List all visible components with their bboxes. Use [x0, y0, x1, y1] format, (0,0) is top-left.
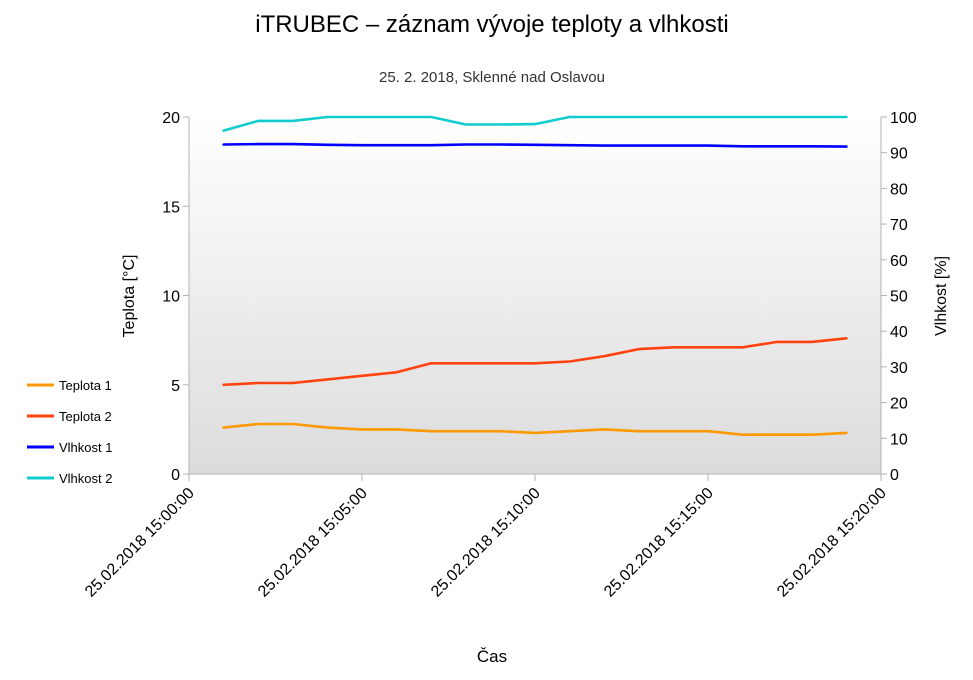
y2-tick-label: 20: [890, 396, 908, 413]
y2-tick-label: 30: [890, 360, 908, 377]
y-tick-label: 15: [162, 199, 180, 216]
y2-tick-label: 60: [890, 253, 908, 270]
y-tick-label: 0: [171, 467, 180, 484]
x-tick-label: 25.02.2018 15:00:00: [82, 485, 198, 601]
series-line-2: [222, 336, 848, 387]
x-axis-label: Čas: [477, 647, 507, 666]
y2-tick-label: 40: [890, 324, 908, 341]
y-axis-label: Teplota [°C]: [121, 255, 138, 338]
plot-area: [189, 117, 881, 474]
x-tick-label: 25.02.2018 15:20:00: [774, 485, 890, 601]
y2-tick-label: 70: [890, 217, 908, 234]
series-line-4: [222, 115, 848, 132]
series-group: [222, 115, 848, 437]
legend-label-3: Vlhkost 1: [59, 440, 112, 455]
y2-tick-label: 80: [890, 181, 908, 198]
legend-label-2: Teplota 2: [59, 409, 112, 424]
y2-tick-label: 90: [890, 146, 908, 163]
y2-axis-label: Vlhkost [%]: [933, 256, 950, 336]
x-tick-label: 25.02.2018 15:15:00: [601, 485, 717, 601]
y2-tick-label: 10: [890, 431, 908, 448]
legend: Teplota 1 Teplota 2 Vlhkost 1 Vlhkost 2: [27, 378, 112, 486]
chart-title: iTRUBEC – záznam vývoje teploty a vlhkos…: [255, 11, 729, 38]
chart-subtitle: 25. 2. 2018, Sklenné nad Oslavou: [379, 69, 605, 86]
y2-tick-label: 50: [890, 289, 908, 306]
y2-tick-label: 100: [890, 110, 917, 127]
x-tick-label: 25.02.2018 15:10:00: [428, 485, 544, 601]
legend-label-4: Vlhkost 2: [59, 471, 112, 486]
series-line-1: [222, 422, 848, 437]
y-tick-label: 20: [162, 110, 180, 127]
y-tick-label: 10: [162, 289, 180, 306]
y2-tick-label: 0: [890, 467, 899, 484]
x-tick-label: 25.02.2018 15:05:00: [255, 485, 371, 601]
legend-label-1: Teplota 1: [59, 378, 112, 393]
series-line-3: [222, 142, 848, 148]
y-tick-label: 5: [171, 378, 180, 395]
